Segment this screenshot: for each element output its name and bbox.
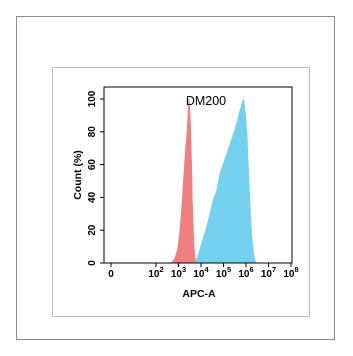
x-tick-label: 0 xyxy=(108,269,114,280)
x-tick-label: 106 xyxy=(238,265,253,280)
y-tick-label: 20 xyxy=(87,224,98,236)
plot-area-border xyxy=(103,86,293,264)
y-tick-label: 0 xyxy=(87,260,98,266)
y-tick-label: 40 xyxy=(87,191,98,203)
y-axis-label: Count (%) xyxy=(72,150,84,200)
y-tick-label: 60 xyxy=(87,159,98,171)
ticks-layer: 0 102 103 104 105 106 107 108 0 20 40 60 80 100 xyxy=(87,90,299,280)
histogram-series-1 xyxy=(170,98,197,264)
histogram-series-2 xyxy=(194,98,257,264)
x-tick-label: 102 xyxy=(148,265,163,280)
y-tick-label: 80 xyxy=(87,126,98,138)
x-axis-label: APC-A xyxy=(182,288,216,300)
x-tick-label: 103 xyxy=(171,265,186,280)
chart-panel xyxy=(52,67,310,317)
y-tick-label: 100 xyxy=(87,90,98,107)
x-tick-label: 108 xyxy=(283,265,298,280)
x-tick-label: 107 xyxy=(261,265,276,280)
series-layer xyxy=(170,98,257,264)
x-tick-label: 104 xyxy=(193,265,209,280)
x-tick-label: 105 xyxy=(216,265,231,280)
chart-title: DM200 xyxy=(186,94,226,108)
